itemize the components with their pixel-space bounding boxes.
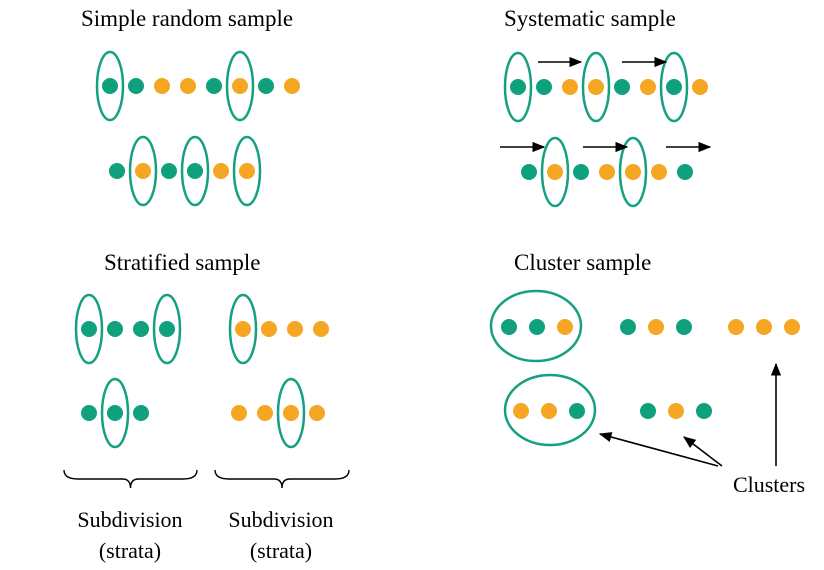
systematic-row1-selection-ring [659, 51, 689, 123]
cluster-5-dot [640, 403, 656, 419]
stratified-b-row1-dot [235, 321, 251, 337]
strata-label-1: Subdivision [77, 507, 182, 532]
cluster-pointer-arrow [682, 436, 723, 467]
stratified-b-row1-dot [313, 321, 329, 337]
simple-random-row1-dot [180, 78, 196, 94]
stratified-a-row2-dot [107, 405, 123, 421]
stratified-title: Stratified sample [104, 250, 261, 275]
cluster-1-dot [557, 319, 573, 335]
systematic-row1-dot [536, 79, 552, 95]
simple-random-row1-dot [128, 78, 144, 94]
stratified-b-row2-dot [257, 405, 273, 421]
cluster-5-dot [696, 403, 712, 419]
simple-random-row2-selection-ring [180, 135, 210, 207]
stratified-a-row1-dot [81, 321, 97, 337]
cluster-1-dot [501, 319, 517, 335]
systematic-title: Systematic sample [504, 6, 676, 31]
systematic-row2-dot [547, 164, 563, 180]
systematic-row2-dot [599, 164, 615, 180]
stratified-a-row2-dot [133, 405, 149, 421]
stratified-a-row1-dot [107, 321, 123, 337]
simple-random-row2-dot [187, 163, 203, 179]
systematic-row1-dot [588, 79, 604, 95]
systematic-row1-dot [510, 79, 526, 95]
cluster-3-dot [784, 319, 800, 335]
simple-random-row2-dot [161, 163, 177, 179]
stratified-a-row1-selection-ring [152, 293, 182, 365]
strata-sublabel-1: (strata) [99, 538, 161, 563]
simple-random-row1-dot [284, 78, 300, 94]
stratified-a-row2-selection-ring [100, 377, 130, 449]
systematic-row2-selection-ring [618, 136, 648, 208]
stratified-a-row1-dot [133, 321, 149, 337]
cluster-title: Cluster sample [514, 250, 651, 275]
stratified-b-row1-dot [261, 321, 277, 337]
cluster-pointer-arrow [598, 432, 719, 467]
systematic-row2-dot [677, 164, 693, 180]
systematic-row1-dot [640, 79, 656, 95]
simple-random-row1-dot [154, 78, 170, 94]
simple-random-row1-dot [258, 78, 274, 94]
systematic-row2-dot [625, 164, 641, 180]
stratified-b-row2-dot [283, 405, 299, 421]
systematic-row1-dot [562, 79, 578, 95]
stratified-b-row1-selection-ring [228, 293, 258, 365]
cluster-3-dot [756, 319, 772, 335]
simple-random-row1-selection-ring [225, 50, 255, 122]
cluster-selection-ring [503, 373, 597, 447]
strata-sublabel-2: (strata) [250, 538, 312, 563]
simple-random-title: Simple random sample [81, 6, 293, 31]
cluster-5-dot [668, 403, 684, 419]
stratified-a-row2-dot [81, 405, 97, 421]
systematic-row1-selection-ring [581, 51, 611, 123]
systematic-row2-dot [521, 164, 537, 180]
stratified-b-row2-dot [231, 405, 247, 421]
systematic-row1-dot [692, 79, 708, 95]
stratified-a-row1-selection-ring [74, 293, 104, 365]
simple-random-row2-selection-ring [128, 135, 158, 207]
cluster-2-dot [620, 319, 636, 335]
stratified-b-row1-dot [287, 321, 303, 337]
cluster-4-dot [541, 403, 557, 419]
systematic-row2-dot [573, 164, 589, 180]
cluster-3-dot [728, 319, 744, 335]
systematic-row1-dot [666, 79, 682, 95]
cluster-4-dot [569, 403, 585, 419]
simple-random-row1-dot [102, 78, 118, 94]
stratified-b-row2-selection-ring [276, 377, 306, 449]
strata-brace [63, 469, 198, 489]
cluster-selection-ring [489, 289, 583, 363]
stratified-b-row2-dot [309, 405, 325, 421]
simple-random-row2-dot [239, 163, 255, 179]
systematic-row2-dot [651, 164, 667, 180]
simple-random-row2-dot [135, 163, 151, 179]
cluster-4-dot [513, 403, 529, 419]
strata-label-2: Subdivision [228, 507, 333, 532]
simple-random-row1-dot [232, 78, 248, 94]
diagram-shapes [63, 50, 800, 489]
strata-brace [214, 469, 350, 489]
systematic-row2-selection-ring [540, 136, 570, 208]
clusters-label: Clusters [733, 472, 805, 497]
simple-random-row2-dot [109, 163, 125, 179]
cluster-1-dot [529, 319, 545, 335]
cluster-2-dot [648, 319, 664, 335]
cluster-2-dot [676, 319, 692, 335]
simple-random-row2-dot [213, 163, 229, 179]
systematic-row1-dot [614, 79, 630, 95]
simple-random-row1-selection-ring [95, 50, 125, 122]
systematic-row1-selection-ring [503, 51, 533, 123]
simple-random-row1-dot [206, 78, 222, 94]
stratified-a-row1-dot [159, 321, 175, 337]
simple-random-row2-selection-ring [232, 135, 262, 207]
